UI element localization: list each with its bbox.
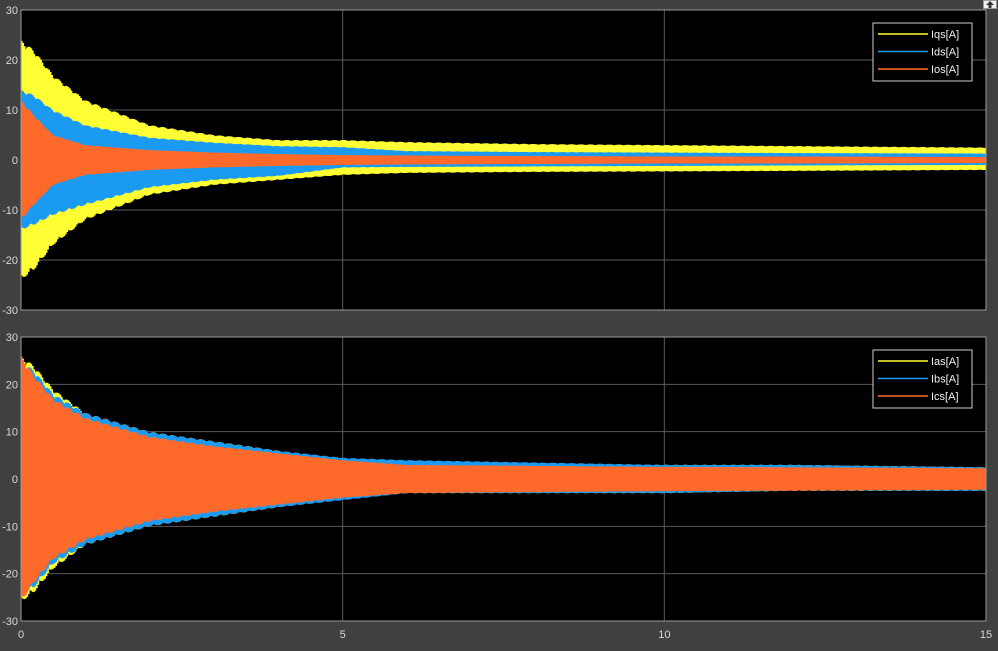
y-tick-label: 0	[12, 155, 18, 167]
y-tick-label: -30	[2, 305, 18, 317]
y-tick-label: 20	[6, 55, 18, 67]
series-group	[21, 40, 986, 277]
x-tick-label: 0	[18, 629, 24, 641]
y-tick-label: 10	[6, 427, 18, 439]
series-line-ics-a	[21, 357, 986, 597]
y-tick-label: 30	[6, 5, 18, 17]
y-tick-label: 10	[6, 105, 18, 117]
y-tick-label: 20	[6, 379, 18, 391]
x-tick-label: 5	[340, 629, 346, 641]
y-tick-label: -30	[2, 616, 18, 628]
restore-button[interactable]	[983, 0, 997, 9]
legend-entry-label: Ibs[A]	[931, 374, 959, 386]
legend-entry-label: Ios[A]	[931, 64, 959, 76]
y-tick-label: 30	[6, 332, 18, 344]
legend-entry-label: Ics[A]	[931, 391, 959, 403]
y-tick-label: -10	[2, 205, 18, 217]
axes-frame	[20, 336, 987, 622]
legend[interactable]: Ias[A] Ibs[A] Ics[A]	[872, 349, 973, 409]
legend-entry-label: Iqs[A]	[931, 29, 959, 41]
restore-arrow-icon	[986, 1, 994, 8]
series-group	[21, 356, 986, 600]
legend-entry-label: Ias[A]	[931, 356, 959, 368]
y-tick-label: 0	[12, 474, 18, 486]
series-line-ios-a	[21, 100, 986, 217]
legend[interactable]: Iqs[A] Ids[A] Ios[A]	[872, 22, 973, 82]
axes-frame	[20, 9, 987, 311]
plot-panel-1: -30 -20 -10 0 10 20 30 Iqs[A] Ids[A] Ios[A]	[2, 5, 987, 317]
x-tick-label: 10	[658, 629, 670, 641]
plot-panel-2: -30 -20 -10 0 10 20 30 0 5 10 15 Ias[A] Ibs[A] Ics[A]	[2, 332, 992, 641]
y-tick-label: -20	[2, 255, 18, 267]
legend-entry-label: Ids[A]	[931, 47, 959, 59]
y-tick-label: -10	[2, 521, 18, 533]
y-tick-label: -20	[2, 569, 18, 581]
x-tick-label: 15	[980, 629, 992, 641]
